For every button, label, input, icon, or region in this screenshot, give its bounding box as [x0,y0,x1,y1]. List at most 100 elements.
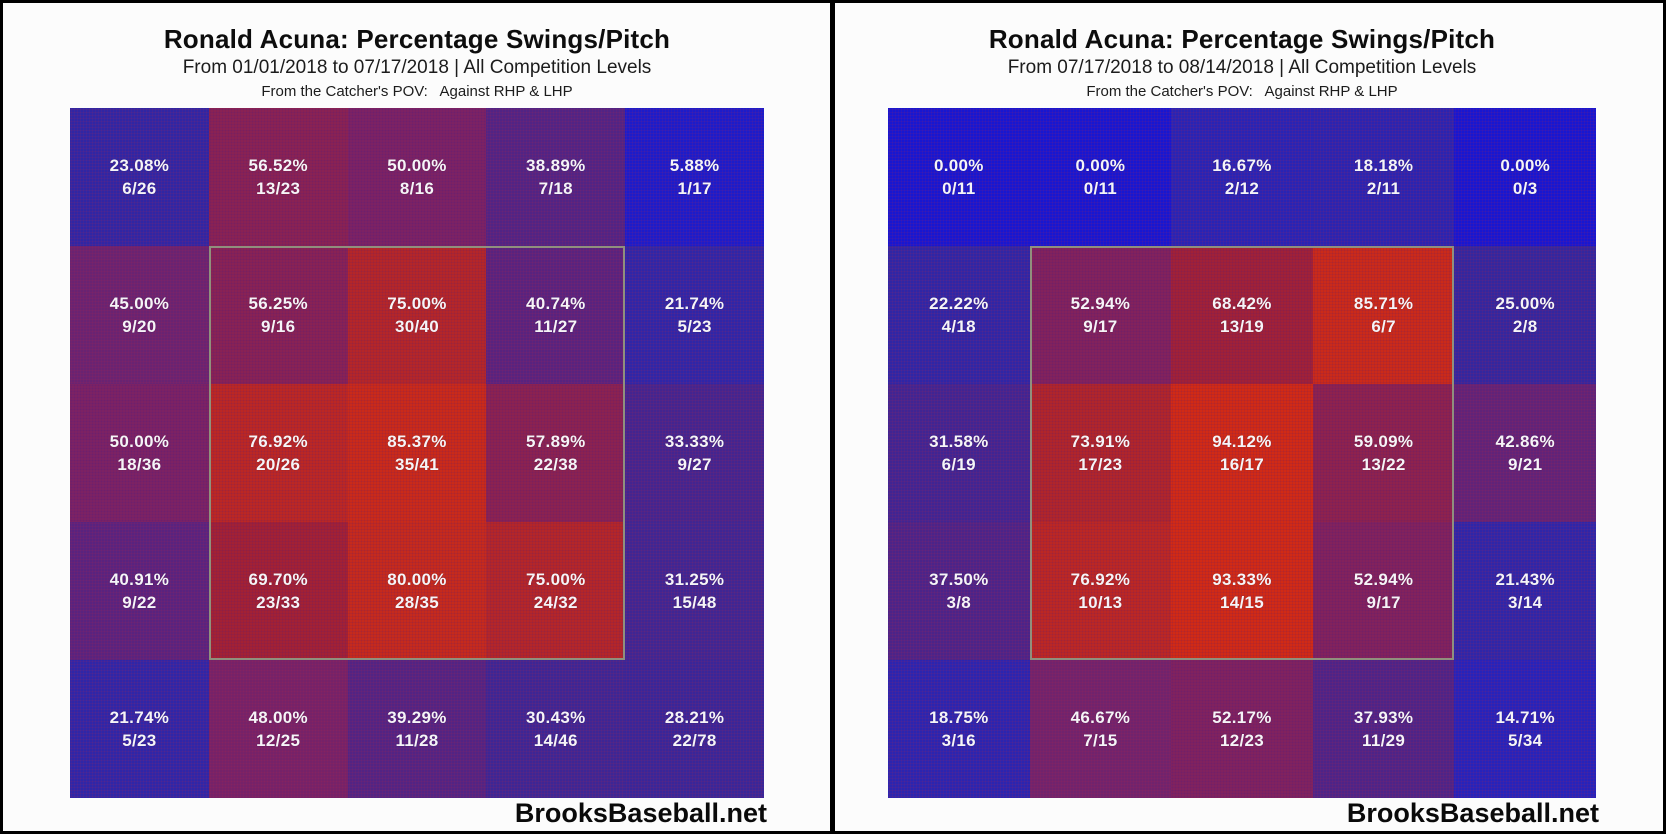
heatmap-cell: 69.70% 23/33 [208,522,348,660]
cell-swings-per-pitches: 22/38 [533,455,578,474]
cell-swings-per-pitches: 14/15 [1219,593,1265,612]
heatmap-cell: 93.33% 14/15 [1171,522,1313,660]
cell-swing-percentage: 40.74% [526,294,586,313]
cell-swing-percentage: 69.70% [248,570,308,589]
title-block-left: Ronald Acuna: Percentage Swings/Pitch Fr… [70,24,764,100]
cell-swings-per-pitches: 9/16 [261,317,296,336]
heatmap-cell: 37.50% 3/8 [888,522,1030,660]
cell-swings-per-pitches: 3/8 [946,593,972,612]
chart-title: Ronald Acuna: Percentage Swings/Pitch [988,24,1496,54]
title-block-right: Ronald Acuna: Percentage Swings/Pitch Fr… [888,24,1596,100]
cell-swings-per-pitches: 0/3 [1512,179,1538,198]
cell-swing-percentage: 68.42% [1212,294,1272,313]
cell-swings-per-pitches: 2/11 [1366,179,1401,198]
cell-swings-per-pitches: 1/17 [677,179,712,198]
heatmap-cell: 45.00% 9/20 [70,246,209,384]
cell-swings-per-pitches: 0/11 [942,179,976,198]
cell-swing-percentage: 38.89% [526,156,586,175]
heatmap-cell: 56.52% 13/23 [208,108,348,246]
heatmap-cell: 0.00% 0/11 [888,108,1030,246]
cell-swing-percentage: 0.00% [1500,156,1551,175]
cell-swings-per-pitches: 5/23 [677,317,712,336]
cell-swings-per-pitches: 11/27 [534,317,578,336]
heatmap-cell: 85.71% 6/7 [1312,246,1455,384]
cell-swing-percentage: 45.00% [109,294,170,313]
cell-swing-percentage: 75.00% [387,294,447,313]
cell-swings-per-pitches: 6/7 [1371,317,1396,336]
heatmap-cell: 50.00% 8/16 [347,108,487,246]
heatmap-cell: 28.21% 22/78 [625,660,764,798]
cell-swing-percentage: 21.74% [109,708,170,727]
cell-swings-per-pitches: 4/18 [941,317,976,336]
heatmap-cell: 0.00% 0/3 [1454,108,1596,246]
cell-swings-per-pitches: 9/27 [677,455,712,474]
cell-swing-percentage: 52.94% [1070,294,1131,313]
cell-swings-per-pitches: 5/23 [122,731,157,750]
heatmap-cell: 39.29% 11/28 [347,660,487,798]
heatmap-cell: 57.89% 22/38 [486,384,626,522]
heatmap-cell: 52.94% 9/17 [1029,246,1172,384]
heatmap-cell: 75.00% 30/40 [347,246,487,384]
heatmap-cell: 50.00% 18/36 [70,384,209,522]
chart-pov-line: From the Catcher's POV: Against RHP & LH… [1086,83,1398,100]
cell-swing-percentage: 5.88% [669,156,720,175]
heatmap-cell: 48.00% 12/25 [208,660,348,798]
cell-swing-percentage: 25.00% [1495,294,1555,313]
panel-divider [830,3,835,831]
cell-swings-per-pitches: 9/17 [1083,317,1118,336]
cell-swings-per-pitches: 11/29 [1362,731,1406,750]
chart-pov-line: From the Catcher's POV: Against RHP & LH… [261,83,573,100]
heatmap-cell: 46.67% 7/15 [1029,660,1172,798]
heatmap-cell: 21.74% 5/23 [625,246,764,384]
cell-swing-percentage: 33.33% [664,432,725,451]
heatmap-cell: 14.71% 5/34 [1454,660,1596,798]
heatmap-cell: 76.92% 20/26 [208,384,348,522]
heatmap-cell: 94.12% 16/17 [1171,384,1313,522]
cell-swing-percentage: 37.93% [1353,708,1414,727]
heatmap-cell: 0.00% 0/11 [1029,108,1172,246]
heatmap-cell: 40.74% 11/27 [486,246,626,384]
heatmap-cell: 22.22% 4/18 [888,246,1030,384]
heatmap-cell: 37.93% 11/29 [1312,660,1455,798]
cell-swing-percentage: 31.25% [664,570,725,589]
heatmap-cell: 21.43% 3/14 [1454,522,1596,660]
cell-swings-per-pitches: 7/18 [538,179,573,198]
cell-swing-percentage: 73.91% [1070,432,1131,451]
cell-swing-percentage: 21.43% [1495,570,1555,589]
heatmap-cell: 5.88% 1/17 [625,108,764,246]
cell-swing-percentage: 37.50% [929,570,989,589]
cell-swings-per-pitches: 13/22 [1361,455,1406,474]
cell-swing-percentage: 40.91% [109,570,170,589]
heatmap-right: 0.00% 0/11 0.00% 0/11 16.67% 2/12 18.18% 2/11 0.… [888,108,1596,798]
cell-swings-per-pitches: 10/13 [1078,593,1123,612]
cell-swings-per-pitches: 17/23 [1078,455,1123,474]
heatmap-cell: 16.67% 2/12 [1171,108,1313,246]
cell-swings-per-pitches: 11/28 [395,731,439,750]
cell-swing-percentage: 31.58% [929,432,989,451]
cell-swing-percentage: 0.00% [933,156,984,175]
cell-swings-per-pitches: 6/19 [941,455,976,474]
heatmap-cell: 18.18% 2/11 [1312,108,1455,246]
cell-swings-per-pitches: 13/23 [256,179,301,198]
heatmap-cell: 42.86% 9/21 [1454,384,1596,522]
cell-swings-per-pitches: 28/35 [394,593,440,612]
chart-subtitle-date-range: From 01/01/2018 to 07/17/2018 | All Comp… [182,57,652,78]
cell-swing-percentage: 56.25% [248,294,308,313]
cell-swing-percentage: 76.92% [1070,570,1131,589]
cell-swing-percentage: 50.00% [109,432,170,451]
cell-swing-percentage: 94.12% [1212,432,1272,451]
heatmap-cell: 75.00% 24/32 [486,522,626,660]
heatmap-cell: 31.58% 6/19 [888,384,1030,522]
heatmap-cell: 25.00% 2/8 [1454,246,1596,384]
cell-swing-percentage: 28.21% [664,708,725,727]
cell-swing-percentage: 56.52% [248,156,308,175]
heatmap-cell: 38.89% 7/18 [486,108,626,246]
cell-swings-per-pitches: 8/16 [399,179,435,198]
cell-swing-percentage: 18.18% [1353,156,1414,175]
cell-swings-per-pitches: 9/21 [1508,455,1543,474]
cell-swing-percentage: 85.37% [387,432,447,451]
cell-swings-per-pitches: 9/17 [1366,593,1401,612]
cell-swings-per-pitches: 2/12 [1224,179,1260,198]
cell-swing-percentage: 30.43% [526,708,586,727]
heatmap-cell: 33.33% 9/27 [625,384,764,522]
